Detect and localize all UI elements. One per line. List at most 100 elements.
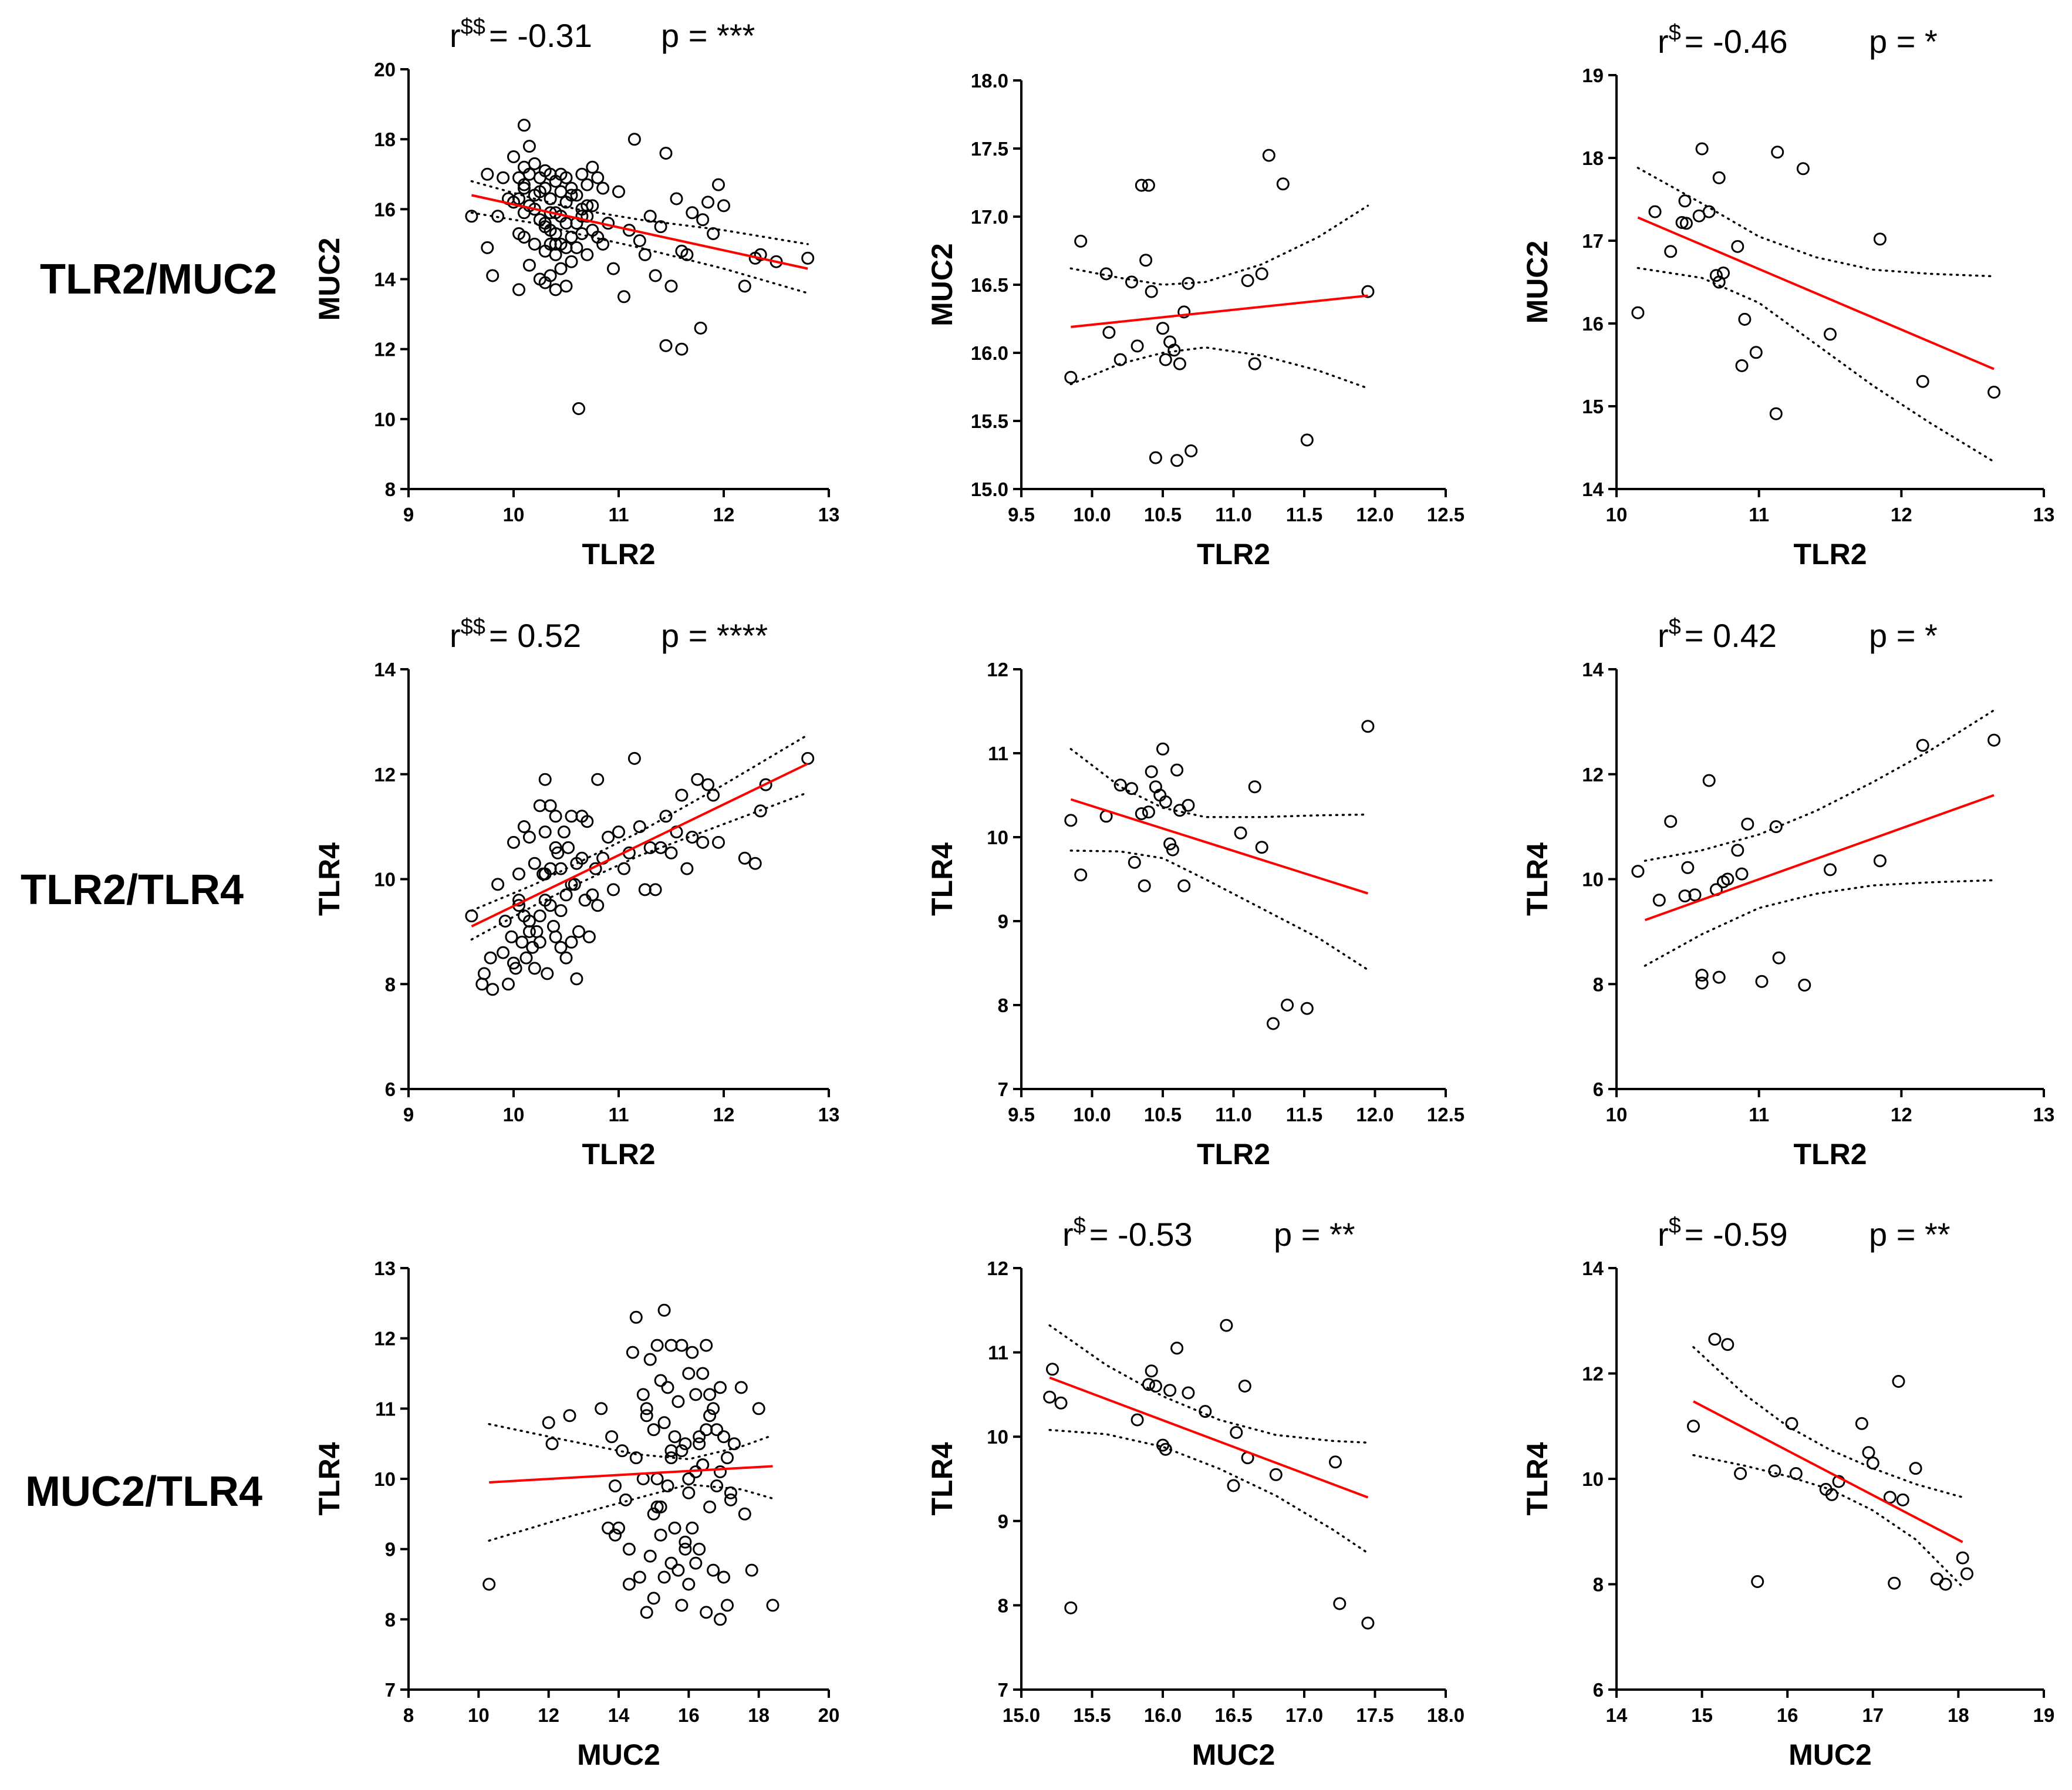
y-tick-label: 12	[1582, 1363, 1604, 1385]
y-tick-label: 16.0	[971, 342, 1008, 364]
r-superscript: $$	[461, 15, 485, 39]
data-point	[649, 883, 662, 896]
data-point	[640, 1409, 653, 1422]
x-tick-label: 17.5	[1356, 1704, 1393, 1726]
data-point	[703, 1388, 717, 1401]
data-point	[696, 213, 710, 227]
data-point	[519, 951, 533, 965]
regression-line	[1637, 216, 1995, 370]
x-tick-label: 12.0	[1356, 504, 1393, 525]
x-axis-title: MUC2	[577, 1738, 660, 1771]
y-tick-label: 9	[998, 911, 1008, 932]
x-axis-title: MUC2	[1192, 1738, 1275, 1771]
data-point	[481, 167, 494, 181]
data-point	[1695, 976, 1709, 990]
data-point	[1125, 782, 1138, 795]
data-point	[541, 967, 554, 980]
data-point	[1163, 1384, 1177, 1397]
data-point	[668, 1430, 681, 1444]
y-tick-label: 10	[374, 869, 396, 891]
data-point	[1159, 795, 1172, 808]
data-point	[517, 119, 531, 132]
x-tick-label: 11	[1749, 1104, 1769, 1125]
data-point	[602, 831, 615, 844]
y-tick-label: 8	[998, 995, 1008, 1016]
data-point	[633, 820, 646, 834]
regression-line	[489, 1465, 773, 1484]
data-point	[1145, 1364, 1158, 1378]
data-point	[1234, 826, 1247, 840]
data-point	[668, 1521, 681, 1535]
data-point	[1862, 1446, 1875, 1459]
data-point	[563, 1409, 576, 1422]
r-symbol: r	[1658, 617, 1669, 654]
correlation-annotation: r$ = -0.46	[1658, 21, 1788, 60]
data-point	[549, 237, 562, 251]
data-point	[619, 1493, 632, 1506]
data-point	[682, 1367, 696, 1380]
data-point	[752, 1402, 765, 1415]
data-point	[517, 178, 531, 191]
data-point	[686, 1521, 699, 1535]
data-point	[557, 825, 571, 839]
data-point	[549, 841, 562, 854]
data-point	[575, 167, 589, 181]
data-point	[512, 867, 525, 881]
data-point	[565, 935, 578, 949]
data-point	[565, 231, 578, 244]
data-point	[1131, 1413, 1144, 1427]
data-point	[1741, 817, 1754, 831]
y-tick-label: 10	[374, 1468, 396, 1490]
x-tick-label: 12.5	[1427, 504, 1464, 525]
x-tick-label: 16	[1777, 1704, 1798, 1726]
data-point	[1167, 343, 1181, 357]
data-point	[801, 751, 815, 765]
r-symbol: r	[450, 617, 461, 654]
regression-line	[471, 763, 809, 928]
r-symbol: r	[450, 17, 461, 54]
y-tick-label: 17.5	[971, 138, 1008, 160]
x-tick-label: 12	[538, 1704, 559, 1726]
row-label-tlr2-muc2: TLR2/MUC2	[40, 256, 277, 303]
x-tick-label: 17.0	[1285, 1704, 1323, 1726]
data-point	[1751, 1575, 1764, 1588]
data-point	[1712, 970, 1726, 984]
data-point	[1125, 275, 1138, 289]
correlation-annotation: r$$ = 0.52	[450, 615, 581, 654]
data-point	[1896, 1493, 1909, 1506]
data-point	[650, 1500, 664, 1513]
data-point	[1064, 370, 1078, 384]
x-tick-label: 12.0	[1356, 1104, 1393, 1125]
data-point	[522, 831, 536, 844]
data-point	[528, 857, 541, 870]
data-point	[664, 1451, 678, 1465]
y-tick-label: 15.0	[971, 478, 1008, 500]
y-axis-title: TLR4	[313, 842, 346, 916]
data-point	[1170, 763, 1184, 777]
data-point	[671, 1563, 685, 1577]
data-point	[497, 171, 510, 184]
data-point	[1631, 865, 1645, 878]
data-point	[1708, 1333, 1722, 1346]
data-point	[1131, 339, 1144, 353]
data-point	[1734, 1467, 1747, 1480]
data-point	[1709, 269, 1723, 282]
y-axis-title: MUC2	[313, 238, 346, 321]
data-point	[533, 909, 546, 923]
data-point	[627, 751, 641, 765]
data-point	[724, 1493, 737, 1506]
r-superscript: $	[1669, 615, 1681, 639]
data-point	[1149, 451, 1162, 464]
data-point	[682, 1577, 696, 1591]
scatter-panel-r0c1: 9.5 10.0 10.5 11.0 11.5 12.0 12.5 15.0 15.5 16.0 1…	[926, 70, 1464, 571]
y-tick-label: 14	[1582, 478, 1604, 500]
data-point	[581, 815, 594, 828]
data-point	[654, 1500, 667, 1513]
data-point	[498, 915, 512, 928]
x-tick-label: 10	[1606, 1104, 1628, 1125]
r-superscript: $	[1074, 1213, 1086, 1238]
data-point	[609, 1528, 622, 1542]
data-point	[1771, 146, 1784, 159]
data-point	[515, 935, 529, 949]
